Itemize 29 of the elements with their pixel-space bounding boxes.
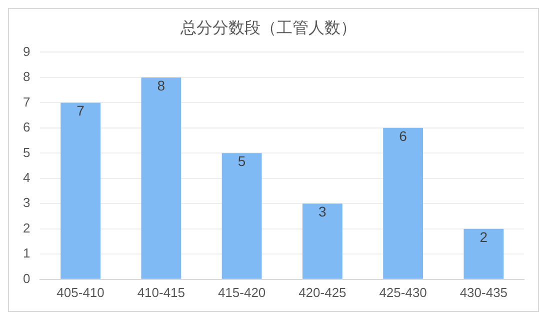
y-tick-label: 1 xyxy=(22,246,30,261)
x-tick-label: 405-410 xyxy=(56,284,104,300)
x-tick-label: 425-430 xyxy=(379,284,427,300)
y-tick-label: 5 xyxy=(22,144,30,160)
bar xyxy=(60,102,100,279)
y-tick-label: 3 xyxy=(22,195,30,210)
bar xyxy=(383,128,424,279)
x-tick-label: 415-420 xyxy=(218,284,266,300)
y-tick-label: 6 xyxy=(22,120,30,135)
bar xyxy=(222,153,262,279)
data-label: 6 xyxy=(399,128,408,144)
data-label: 2 xyxy=(480,228,488,245)
x-tick-label: 420-425 xyxy=(298,284,346,300)
data-label: 5 xyxy=(238,153,246,170)
x-tick-label: 430-435 xyxy=(460,284,508,300)
y-tick-label: 9 xyxy=(22,44,30,59)
chart-title: 总分分数段（工管人数） xyxy=(180,19,356,38)
y-tick-label: 2 xyxy=(22,220,30,236)
y-tick-label: 7 xyxy=(22,94,30,110)
data-label: 7 xyxy=(76,102,85,119)
y-tick-label: 8 xyxy=(22,69,30,84)
bar xyxy=(302,204,342,279)
x-tick-label: 410-415 xyxy=(137,284,186,300)
bar xyxy=(464,228,504,279)
data-label: 8 xyxy=(157,77,166,94)
y-tick-label: 4 xyxy=(22,170,30,185)
y-tick-label: 0 xyxy=(22,270,30,286)
bar xyxy=(141,77,182,279)
data-label: 3 xyxy=(318,204,327,220)
